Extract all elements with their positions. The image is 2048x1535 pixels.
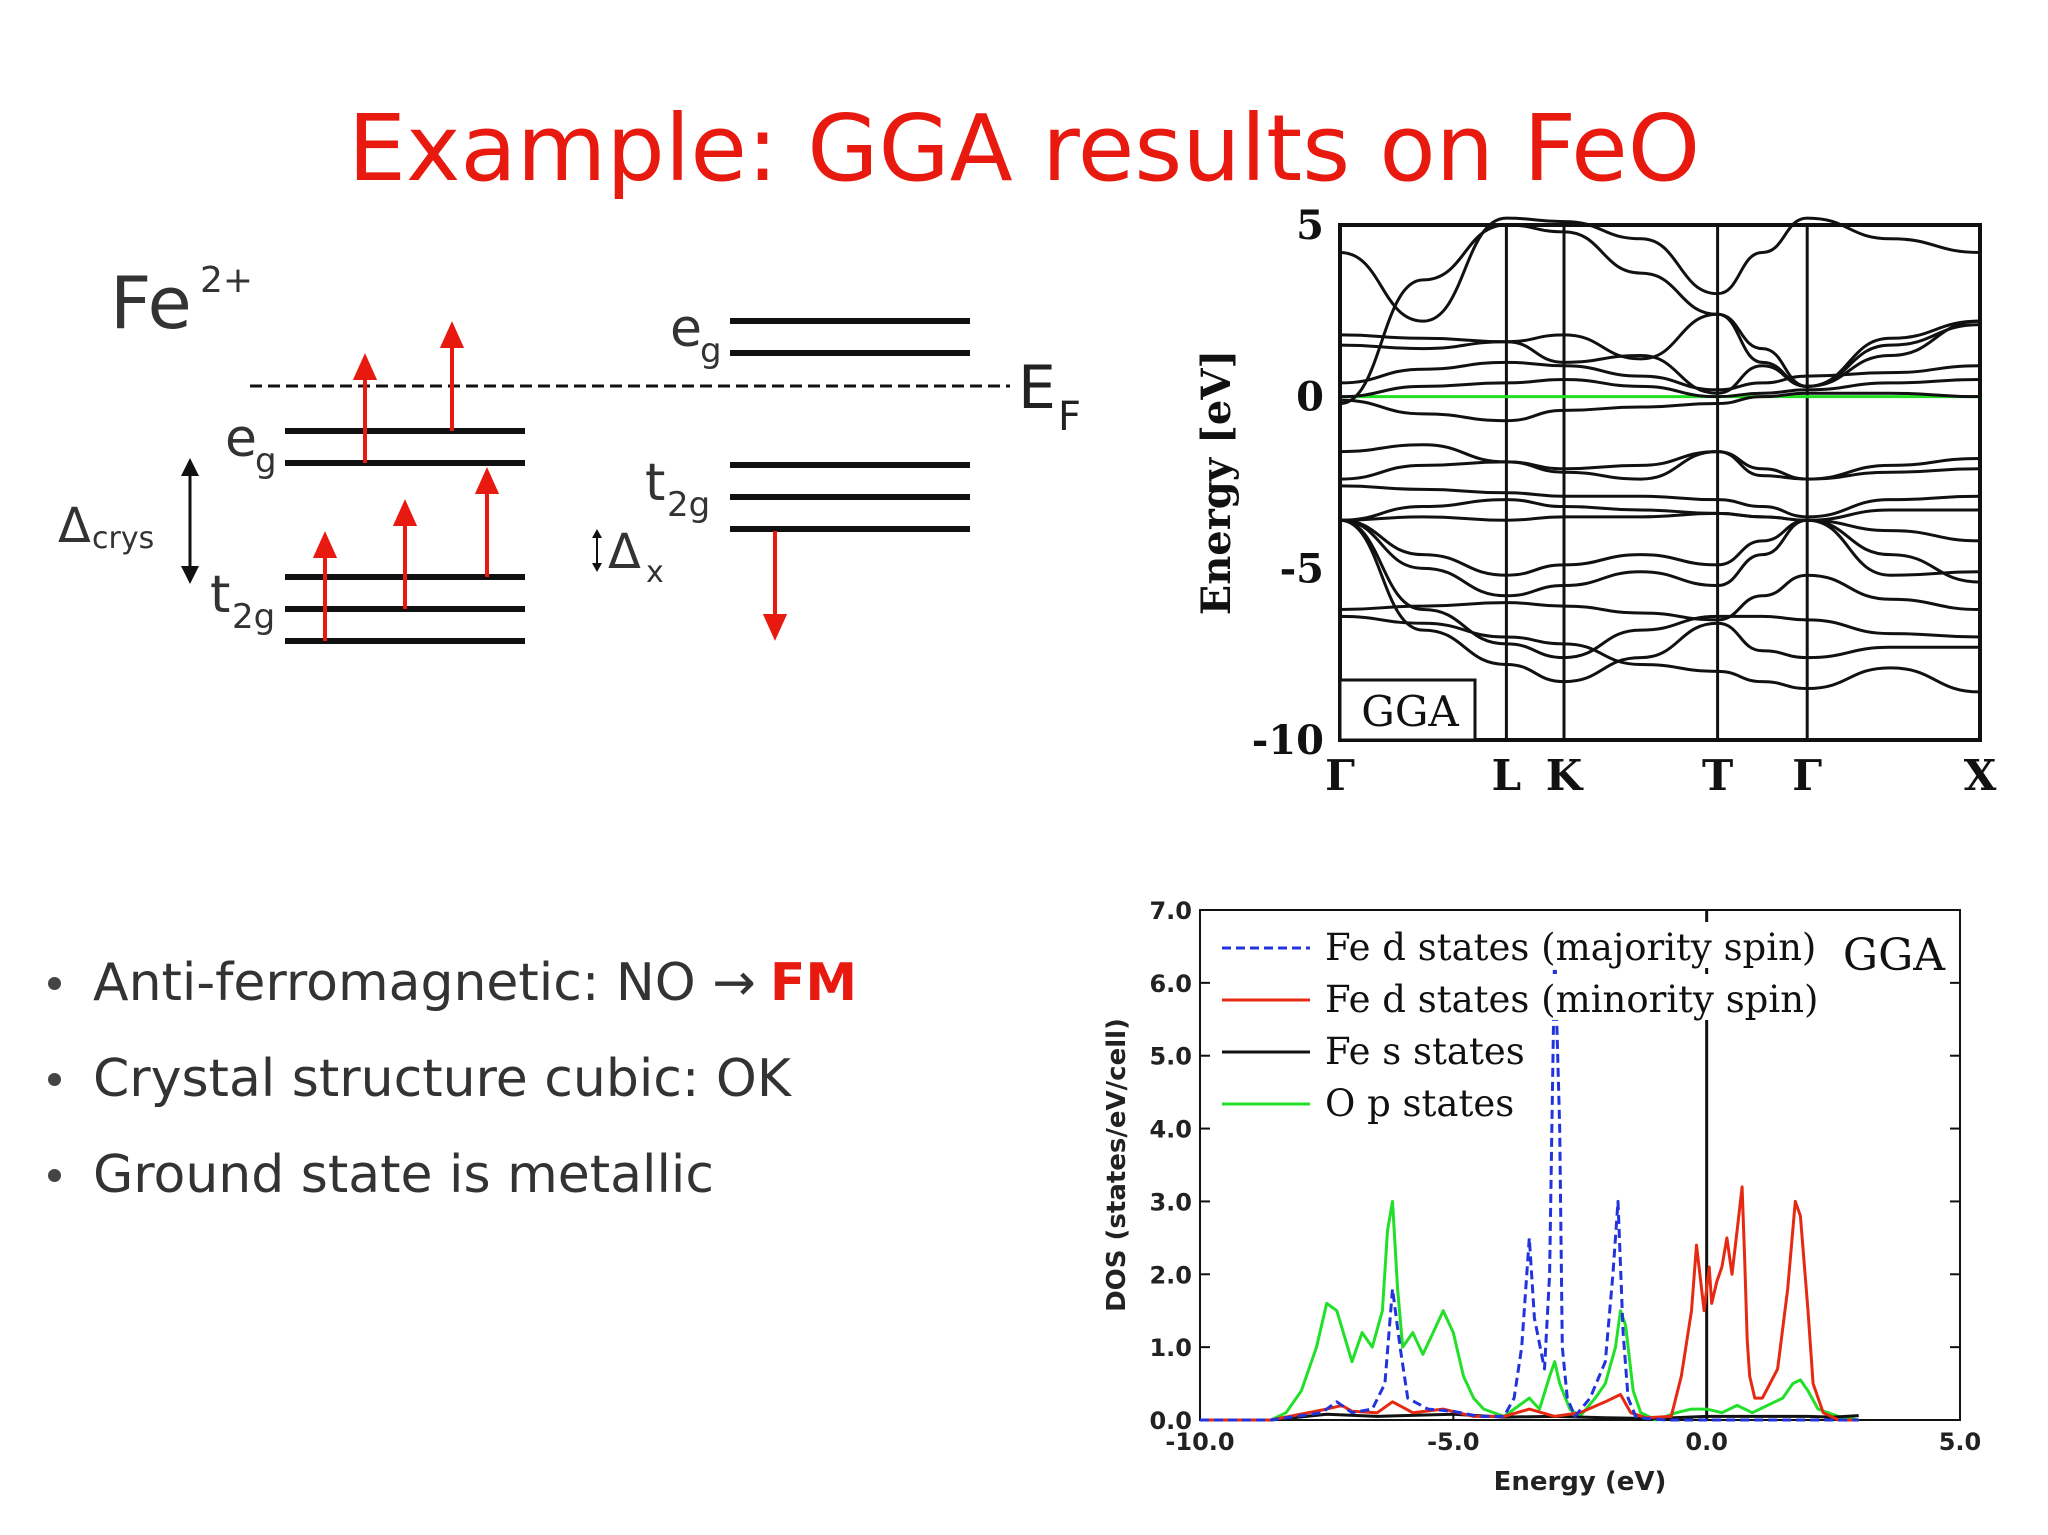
y-tick-label: 5 [1296, 202, 1324, 249]
y-tick-label: 6.0 [1149, 970, 1192, 998]
ion-charge: 2+ [200, 260, 253, 301]
y-axis-label: Energy [eV] [1193, 350, 1240, 616]
t2g-sub-right: 2g [667, 485, 710, 525]
y-axis-label: DOS (states/eV/cell) [1102, 1018, 1132, 1312]
kpoint-label: X [1964, 751, 1997, 800]
x-tick-label: 5.0 [1939, 1428, 1982, 1456]
t2g-label-right: t [645, 453, 665, 513]
dos-chart: 0.0 1.0 2.0 3.0 4.0 5.0 6.0 7.0 -10.0 -5.0 0.0 5.0 E… [1102, 897, 1982, 1497]
ion-label: Fe [110, 261, 192, 345]
spin-down-arrow [762, 531, 788, 641]
y-tick-label: 5.0 [1149, 1043, 1192, 1071]
band-line [1339, 518, 1981, 598]
band-line [1339, 360, 1981, 392]
y-tick-label: 3.0 [1149, 1188, 1192, 1216]
y-tick-label: -10 [1252, 717, 1324, 764]
y-tick-label: -5 [1280, 545, 1324, 592]
fermi-sub: F [1058, 394, 1081, 440]
eg-sub-left: g [255, 441, 277, 481]
legend-label: O p states [1325, 1082, 1514, 1125]
t2g-sub-left: 2g [232, 597, 275, 637]
y-tick-label: 0 [1296, 374, 1324, 421]
bullet-item-2: Crystal structure cubic: OK [48, 1031, 857, 1127]
bullet-item-3: Ground state is metallic [48, 1127, 857, 1223]
inset-label: GGA [1361, 687, 1459, 736]
x-delta: Δ [608, 524, 641, 580]
band-line [1339, 518, 1981, 660]
y-tick-label: 0.0 [1149, 1407, 1192, 1435]
band-line [1339, 223, 1981, 406]
legend-label: Fe d states (majority spin) [1325, 926, 1816, 969]
eg-sub-right: g [700, 331, 722, 371]
band-line [1339, 391, 1981, 423]
band-line [1339, 312, 1981, 388]
legend-label: Fe d states (minority spin) [1325, 978, 1818, 1021]
kpoint-label: K [1546, 751, 1584, 800]
dos-series-line [1200, 944, 1859, 1422]
bullet-dot [48, 1168, 61, 1182]
svg-text:Fe: Fe [110, 261, 192, 345]
band-line [1339, 511, 1981, 543]
energy-level-diagram: Fe 2+ E F e g t 2g Δ crys e g t 2g Δ x [58, 260, 1081, 644]
bullet-dot [48, 976, 61, 990]
bullet-text-3: Ground state is metallic [93, 1145, 714, 1205]
crys-delta: Δ [58, 498, 91, 554]
fermi-label: E [1018, 353, 1056, 423]
x-tick-label: -10.0 [1165, 1428, 1234, 1456]
y-tick-label: 4.0 [1149, 1116, 1192, 1144]
band-line [1339, 377, 1981, 399]
legend-label-bg [1320, 1026, 1530, 1072]
bullet-text-1: Anti-ferromagnetic: NO → [93, 953, 756, 1013]
band-line [1339, 484, 1981, 519]
legend-label-bg [1320, 1078, 1520, 1124]
x-sub: x [646, 555, 664, 590]
eg-label-right: e [670, 299, 702, 359]
kpoint-label: Γ [1325, 751, 1355, 800]
slide-title: Example: GGA results on FeO [347, 95, 1701, 202]
band-line [1339, 518, 1981, 584]
band-line [1339, 450, 1981, 481]
band-frame [1338, 223, 1982, 742]
legend-label: Fe s states [1325, 1030, 1525, 1073]
dos-series-line [1200, 1199, 1859, 1422]
bullet-dot [48, 1072, 61, 1086]
kpoint-label: T [1702, 751, 1733, 800]
kpoint-label: L [1492, 751, 1522, 800]
y-tick-label: 1.0 [1149, 1334, 1192, 1362]
x-axis-label: Energy (eV) [1494, 1467, 1667, 1497]
legend-label-bg [1320, 974, 1824, 1020]
inset-box [1338, 678, 1477, 742]
y-tick-label: 2.0 [1149, 1261, 1192, 1289]
t2g-label-left: t [210, 565, 230, 625]
bullet-list: Anti-ferromagnetic: NO → FM Crystal struc… [48, 935, 857, 1223]
bullet-item-1: Anti-ferromagnetic: NO → FM [48, 935, 857, 1031]
bullet-emph-fm: FM [769, 953, 858, 1013]
spin-up-arrows [312, 321, 500, 641]
band-line [1339, 573, 1981, 622]
eg-label-left: e [225, 409, 257, 469]
band-line [1339, 498, 1980, 522]
band-line [1339, 614, 1981, 694]
band-structure-chart: Γ L K T Γ X 5 0 -5 -10 Energy [eV] GGA [1193, 202, 1997, 800]
dos-title: GGA [1843, 930, 1946, 981]
bullet-text-2: Crystal structure cubic: OK [93, 1049, 791, 1109]
dos-series-line [1200, 1185, 1859, 1422]
legend-label-bg [1320, 922, 1822, 968]
band-line [1339, 319, 1981, 395]
dos-frame [1199, 909, 1961, 1421]
x-tick-label: -5.0 [1427, 1428, 1479, 1456]
x-tick-label: 0.0 [1685, 1428, 1728, 1456]
band-line [1339, 443, 1981, 481]
kpoint-label: Γ [1792, 751, 1822, 800]
crys-sub: crys [92, 521, 154, 556]
y-tick-label: 7.0 [1149, 897, 1192, 925]
band-line [1339, 518, 1980, 684]
band-line [1339, 216, 1981, 323]
crys-arrow-head-down [181, 566, 199, 584]
crys-arrow-head-up [181, 458, 199, 476]
